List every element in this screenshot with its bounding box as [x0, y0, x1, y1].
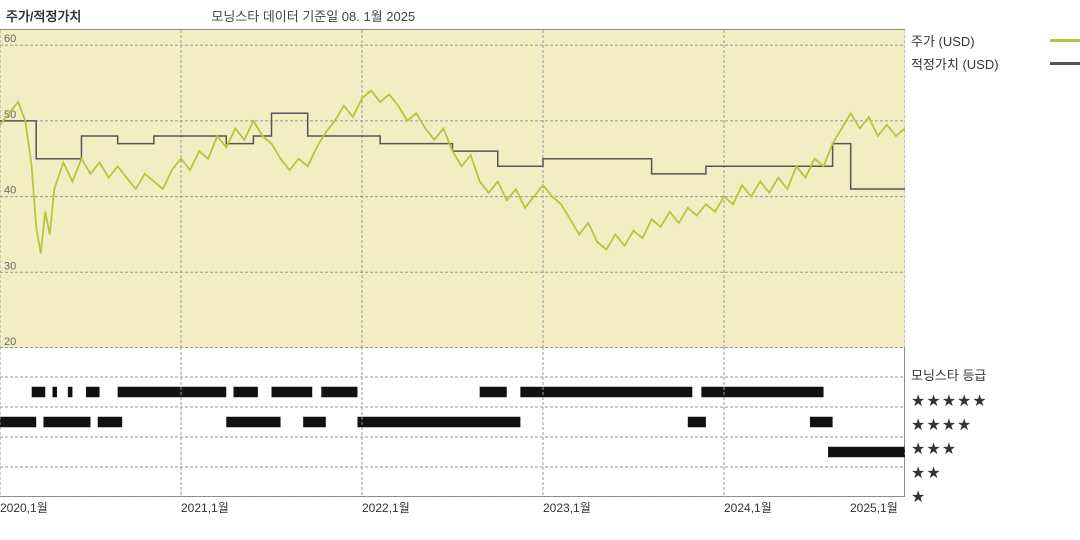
- x-tick-label: 2021,1월: [181, 499, 229, 516]
- chart-title: 주가/적정가치: [6, 6, 81, 25]
- x-axis: 2020,1월 2021,1월 2022,1월 2023,1월 2024,1월 2025,…: [0, 497, 905, 517]
- x-tick-label: 2024,1월: [724, 499, 772, 516]
- legend: 주가 (USD) 적정가치 (USD): [911, 29, 1080, 75]
- rating-row: ★★★★★: [911, 390, 1080, 414]
- x-tick-label: 2022,1월: [362, 499, 410, 516]
- x-tick-label: 2020,1월: [0, 499, 48, 516]
- legend-price-label: 주가 (USD): [911, 31, 975, 50]
- rating-legend-title: 모닝스타 등급: [911, 365, 1080, 384]
- legend-fair: 적정가치 (USD): [911, 52, 1080, 75]
- svg-text:60: 60: [4, 33, 16, 45]
- legend-price: 주가 (USD): [911, 29, 1080, 52]
- rating-chart: [0, 347, 905, 497]
- rating-row: ★: [911, 486, 1080, 510]
- chart-header: 주가/적정가치 모닝스타 데이터 기준일 08. 1월 2025: [0, 0, 1080, 29]
- legend-fair-label: 적정가치 (USD): [911, 54, 999, 73]
- rating-row: ★★: [911, 462, 1080, 486]
- svg-text:40: 40: [4, 185, 16, 197]
- legend-fair-swatch: [1050, 62, 1080, 65]
- rating-row: ★★★★: [911, 414, 1080, 438]
- rating-row: ★★★: [911, 438, 1080, 462]
- x-tick-label: 2023,1월: [543, 499, 591, 516]
- x-tick-label: 2025,1월: [850, 499, 898, 516]
- rating-legend: ★★★★★★★★★★★★★★★: [911, 390, 1080, 510]
- svg-text:30: 30: [4, 260, 16, 272]
- legend-price-swatch: [1050, 39, 1080, 42]
- price-chart: 2030405060: [0, 29, 905, 347]
- chart-subtitle: 모닝스타 데이터 기준일 08. 1월 2025: [211, 6, 415, 25]
